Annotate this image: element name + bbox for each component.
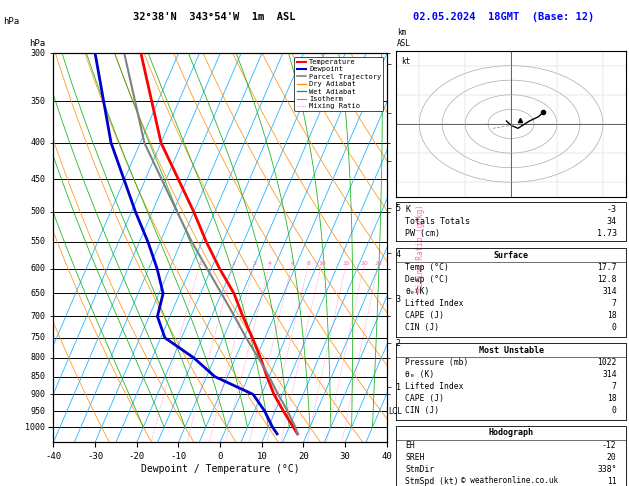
Text: 12.8: 12.8 (597, 276, 616, 284)
Text: Totals Totals: Totals Totals (406, 217, 470, 226)
Text: hPa: hPa (29, 38, 45, 48)
Text: -3: -3 (607, 205, 616, 213)
Text: © weatheronline.co.uk: © weatheronline.co.uk (461, 476, 558, 485)
Text: CAPE (J): CAPE (J) (406, 312, 445, 320)
Text: 2: 2 (231, 261, 236, 266)
Text: Hodograph: Hodograph (489, 428, 533, 437)
Text: PW (cm): PW (cm) (406, 228, 440, 238)
Text: km
ASL: km ASL (397, 28, 411, 48)
Text: 3: 3 (252, 261, 257, 266)
Text: Pressure (mb): Pressure (mb) (406, 358, 469, 367)
Text: 1: 1 (198, 261, 202, 266)
Text: θₑ (K): θₑ (K) (406, 370, 435, 379)
Text: 25: 25 (375, 261, 382, 266)
Text: LCL: LCL (388, 407, 402, 416)
Text: 750: 750 (30, 333, 45, 342)
Text: 850: 850 (30, 372, 45, 381)
Text: 314: 314 (602, 370, 616, 379)
Text: 500: 500 (30, 208, 45, 216)
Text: 314: 314 (602, 287, 616, 296)
Text: Most Unstable: Most Unstable (479, 346, 543, 355)
Text: Temp (°C): Temp (°C) (406, 263, 449, 272)
Text: 20: 20 (360, 261, 368, 266)
Text: 400: 400 (30, 138, 45, 147)
Text: 11: 11 (607, 477, 616, 486)
Text: 17.7: 17.7 (597, 263, 616, 272)
Text: StmSpd (kt): StmSpd (kt) (406, 477, 459, 486)
Text: 600: 600 (30, 264, 45, 273)
Text: Dewp (°C): Dewp (°C) (406, 276, 449, 284)
Text: 900: 900 (30, 390, 45, 399)
Text: CIN (J): CIN (J) (406, 324, 440, 332)
Text: K: K (406, 205, 411, 213)
Text: CIN (J): CIN (J) (406, 406, 440, 416)
Text: 0: 0 (612, 324, 616, 332)
Text: kt: kt (401, 57, 410, 66)
Text: 02.05.2024  18GMT  (Base: 12): 02.05.2024 18GMT (Base: 12) (413, 12, 594, 22)
Text: EH: EH (406, 441, 415, 450)
Text: Surface: Surface (494, 251, 528, 260)
Text: 15: 15 (342, 261, 350, 266)
Text: Lifted Index: Lifted Index (406, 382, 464, 391)
Text: 34: 34 (607, 217, 616, 226)
Text: 6: 6 (290, 261, 294, 266)
Text: -12: -12 (602, 441, 616, 450)
Legend: Temperature, Dewpoint, Parcel Trajectory, Dry Adiabat, Wet Adiabat, Isotherm, Mi: Temperature, Dewpoint, Parcel Trajectory… (294, 57, 383, 111)
Text: Mixing Ratio (g/kg): Mixing Ratio (g/kg) (416, 204, 425, 292)
Text: CAPE (J): CAPE (J) (406, 394, 445, 403)
Text: 20: 20 (607, 453, 616, 462)
Text: Lifted Index: Lifted Index (406, 299, 464, 309)
Text: 300: 300 (30, 49, 45, 58)
Text: 950: 950 (30, 407, 45, 416)
Text: 700: 700 (30, 312, 45, 321)
Text: hPa: hPa (3, 17, 19, 26)
Text: 0: 0 (612, 406, 616, 416)
Text: 18: 18 (607, 394, 616, 403)
Text: 1.73: 1.73 (597, 228, 616, 238)
Text: 18: 18 (607, 312, 616, 320)
Text: 8: 8 (307, 261, 311, 266)
Text: 32°38'N  343°54'W  1m  ASL: 32°38'N 343°54'W 1m ASL (133, 12, 295, 22)
Text: SREH: SREH (406, 453, 425, 462)
Text: StmDir: StmDir (406, 465, 435, 474)
Text: 7: 7 (612, 382, 616, 391)
Text: 650: 650 (30, 289, 45, 298)
Text: 1022: 1022 (597, 358, 616, 367)
Text: 1000: 1000 (25, 423, 45, 432)
Text: 350: 350 (30, 97, 45, 106)
Text: 450: 450 (30, 175, 45, 184)
Text: 550: 550 (30, 237, 45, 246)
Text: 10: 10 (318, 261, 326, 266)
Text: 7: 7 (612, 299, 616, 309)
Text: 4: 4 (268, 261, 272, 266)
Text: 338°: 338° (597, 465, 616, 474)
Text: 800: 800 (30, 353, 45, 363)
Text: θₑ(K): θₑ(K) (406, 287, 430, 296)
X-axis label: Dewpoint / Temperature (°C): Dewpoint / Temperature (°C) (141, 464, 299, 474)
